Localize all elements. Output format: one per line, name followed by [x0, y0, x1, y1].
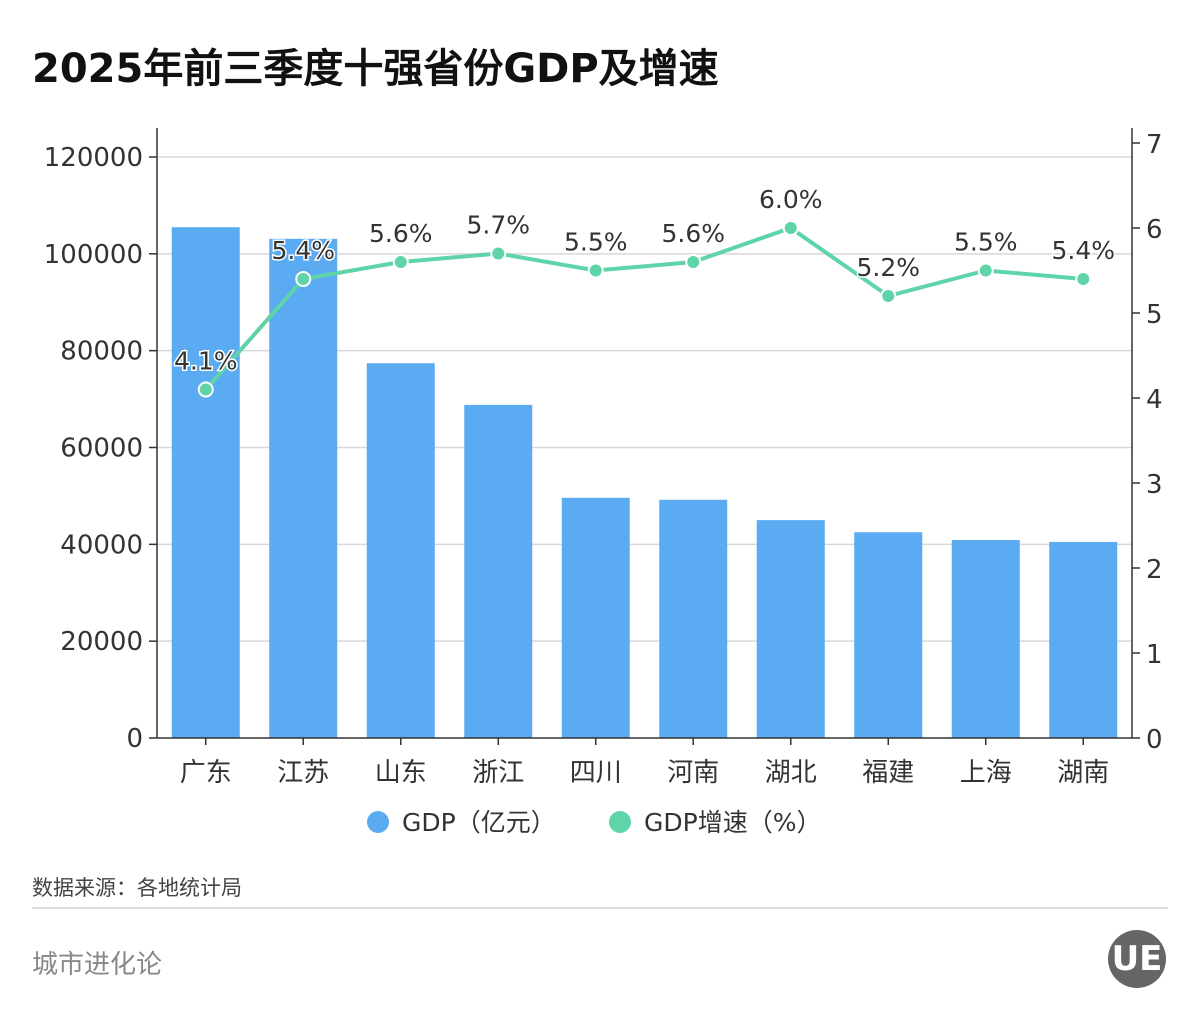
y-left-tick-label: 100000 — [44, 240, 143, 270]
growth-point-广东 — [197, 381, 214, 398]
bar-湖北 — [756, 520, 825, 738]
divider — [32, 907, 1168, 909]
y-left-tick-label: 60000 — [60, 434, 143, 464]
growth-label: 5.5% — [564, 228, 628, 257]
bar-河南 — [659, 499, 728, 738]
y-right-tick-label: 3 — [1146, 470, 1163, 500]
x-tick-label: 上海 — [960, 758, 1012, 788]
growth-label: 5.6% — [661, 219, 725, 248]
bar-山东 — [366, 363, 435, 738]
legend-growth-label: GDP增速（%） — [644, 808, 821, 837]
growth-label: 5.6% — [369, 219, 433, 248]
growth-point-四川 — [587, 262, 604, 279]
y-left-tick-label: 40000 — [60, 530, 143, 560]
y-right-tick-label: 7 — [1146, 130, 1163, 160]
chart: 0 20000 40000 60000 80000 100000 120000 0 1 2 3 4 5 6… — [44, 128, 1163, 837]
x-tick-label: 广东 — [180, 758, 232, 788]
y-right-tick-label: 5 — [1146, 300, 1163, 330]
legend-growth-marker — [609, 811, 631, 833]
growth-point-山东 — [392, 254, 409, 270]
y-right-tick-label: 1 — [1146, 640, 1163, 670]
growth-point-河南 — [685, 254, 702, 270]
y-left-tick-label: 20000 — [60, 627, 143, 657]
brand-name: 城市进化论 — [32, 950, 163, 980]
bar-江苏 — [269, 238, 338, 739]
y-left-tick-label: 80000 — [60, 337, 143, 367]
growth-label: 4.1% — [174, 347, 238, 376]
growth-label: 6.0% — [759, 185, 823, 214]
growth-point-湖南 — [1075, 271, 1092, 287]
bar-上海 — [951, 539, 1020, 738]
data-source: 数据来源：各地统计局 — [32, 876, 242, 900]
x-tick-label: 福建 — [862, 758, 914, 788]
growth-point-福建 — [880, 288, 897, 304]
bar-四川 — [561, 497, 630, 738]
y-right-tick-label: 0 — [1146, 725, 1163, 755]
growth-label: 5.4% — [1051, 236, 1115, 265]
y-right-tick-label: 2 — [1146, 555, 1163, 585]
y-left-tick-label: 0 — [126, 724, 143, 754]
x-tick-label: 湖南 — [1057, 758, 1109, 788]
growth-point-湖北 — [782, 220, 799, 236]
bar-福建 — [854, 532, 923, 738]
legend-gdp-marker — [367, 811, 389, 833]
x-tick-label: 江苏 — [277, 758, 329, 788]
legend-gdp-label: GDP（亿元） — [402, 808, 556, 837]
x-tick-label: 河南 — [667, 758, 719, 788]
chart-title: 2025年前三季度十强省份GDP及增速 — [32, 46, 719, 92]
growth-label: 5.5% — [954, 228, 1018, 257]
growth-label: 5.4% — [271, 236, 335, 265]
growth-point-江苏 — [295, 271, 312, 287]
bar-广东 — [171, 227, 240, 738]
growth-point-上海 — [977, 262, 994, 279]
x-tick-label: 湖北 — [765, 758, 817, 788]
x-tick-label: 四川 — [570, 758, 622, 788]
growth-line — [204, 225, 1084, 391]
y-right-tick-label: 6 — [1146, 215, 1163, 245]
growth-label: 5.7% — [466, 211, 530, 240]
bar-浙江 — [464, 404, 533, 738]
y-right-tick-label: 4 — [1146, 385, 1163, 415]
x-tick-label: 浙江 — [472, 758, 524, 788]
y-left-tick-label: 120000 — [44, 143, 143, 173]
growth-point-浙江 — [490, 245, 507, 262]
growth-label: 5.2% — [856, 253, 920, 282]
x-tick-label: 山东 — [375, 758, 427, 788]
bar-湖南 — [1049, 541, 1118, 738]
brand-logo: UE — [1108, 930, 1166, 988]
